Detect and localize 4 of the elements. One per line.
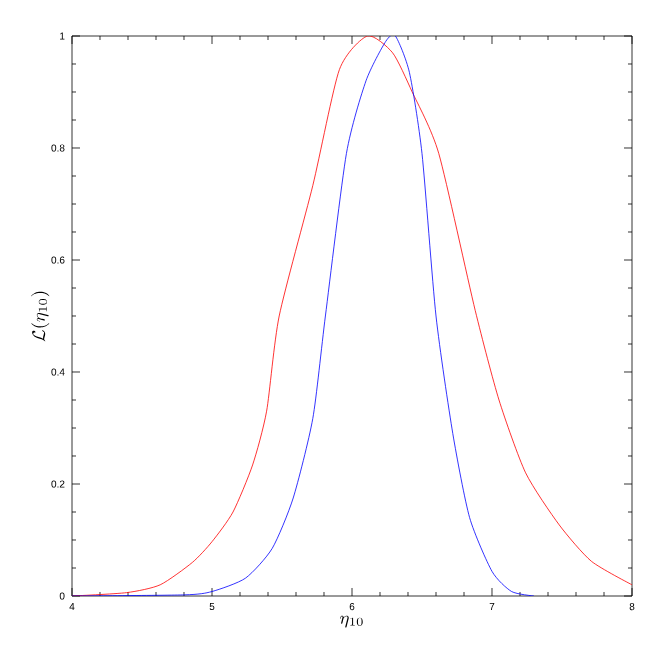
- x-axis-title: $\eta_{10}$: [340, 615, 363, 628]
- line-series: [72, 36, 535, 597]
- line-series: [72, 36, 633, 597]
- y-axis-title: $\mathcal{L}(\eta_{10})$: [31, 291, 50, 342]
